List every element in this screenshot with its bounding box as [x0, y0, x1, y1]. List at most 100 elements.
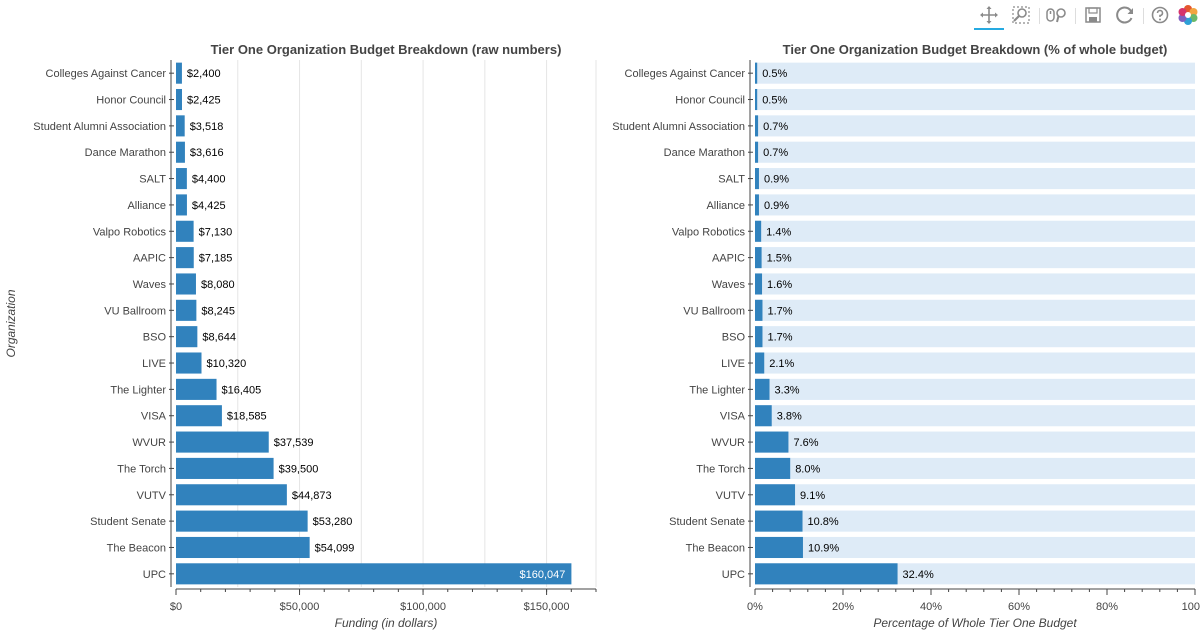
- data-label: $18,585: [227, 411, 267, 423]
- y-tick-label: Alliance: [706, 200, 745, 212]
- y-tick-label: Honor Council: [675, 95, 745, 107]
- x-tick-label: $100,000: [400, 601, 446, 613]
- bar-wvur: [755, 431, 789, 453]
- y-tick-label: AAPIC: [712, 253, 745, 265]
- y-tick-label: Student Senate: [669, 516, 745, 528]
- data-label: $2,425: [187, 95, 221, 107]
- box-zoom-tool-button[interactable]: [1006, 2, 1036, 28]
- data-label: 1.6%: [767, 279, 792, 291]
- bar-track-the-lighter: [755, 378, 1195, 400]
- y-tick-label: WVUR: [711, 437, 745, 449]
- data-label: $54,099: [315, 542, 355, 554]
- data-label: 1.7%: [767, 332, 792, 344]
- bar-upc: [176, 563, 572, 585]
- data-label: $8,245: [201, 305, 235, 317]
- data-label: 8.0%: [795, 463, 820, 475]
- data-label: 1.4%: [766, 226, 791, 238]
- y-tick-label: Alliance: [127, 200, 166, 212]
- y-tick-label: Waves: [133, 279, 167, 291]
- bar-visa: [176, 405, 222, 427]
- bar-track-bso: [755, 326, 1195, 348]
- bokeh-logo[interactable]: [1176, 2, 1200, 28]
- x-tick-label: 40%: [920, 601, 942, 613]
- data-label: $160,047: [520, 569, 566, 581]
- bar-visa: [755, 405, 772, 427]
- bar-waves: [755, 273, 763, 295]
- chart-1: Tier One Organization Budget Breakdown (…: [4, 42, 597, 630]
- bar-the-lighter: [176, 378, 217, 400]
- y-tick-label: VUTV: [137, 490, 167, 502]
- data-label: 0.9%: [764, 174, 789, 186]
- y-tick-label: The Beacon: [107, 542, 166, 554]
- bar-waves: [176, 273, 196, 295]
- bar-the-lighter: [755, 378, 770, 400]
- y-tick-label: VISA: [141, 411, 167, 423]
- bar-track-waves: [755, 273, 1195, 295]
- help-tool-button[interactable]: [1146, 2, 1174, 28]
- bar-honor-council: [176, 88, 182, 111]
- bar-honor-council: [755, 88, 758, 111]
- x-tick-label: $50,000: [280, 601, 320, 613]
- x-axis-label: Percentage of Whole Tier One Budget: [873, 616, 1077, 630]
- bar-track-vu-ballroom: [755, 299, 1195, 321]
- y-tick-label: UPC: [143, 569, 166, 581]
- pan-icon: [980, 6, 998, 24]
- bar-track-alliance: [755, 194, 1195, 216]
- data-label: 0.9%: [764, 200, 789, 212]
- bar-student-alumni-association: [176, 115, 185, 137]
- y-tick-label: VU Ballroom: [683, 305, 745, 317]
- y-tick-label: WVUR: [132, 437, 166, 449]
- bar-track-aapic: [755, 247, 1195, 269]
- y-tick-label: VISA: [720, 411, 746, 423]
- wheel-zoom-tool-button[interactable]: [1042, 2, 1072, 28]
- chart-2: Tier One Organization Budget Breakdown (…: [612, 42, 1200, 630]
- save-tool-button[interactable]: [1078, 2, 1108, 28]
- y-tick-label: Honor Council: [96, 95, 166, 107]
- data-label: $10,320: [206, 358, 246, 370]
- bar-salt: [176, 168, 187, 190]
- x-tick-label: 100: [1182, 601, 1200, 613]
- bar-track-visa: [755, 405, 1195, 427]
- bar-the-torch: [176, 457, 274, 479]
- y-tick-label: VUTV: [716, 490, 746, 502]
- data-label: 1.7%: [767, 305, 792, 317]
- data-label: 0.5%: [762, 68, 787, 80]
- bar-wvur: [176, 431, 269, 453]
- bokeh-logo-icon: [1178, 5, 1198, 25]
- data-label: 1.5%: [767, 253, 792, 265]
- toolbar: [972, 2, 1200, 30]
- x-tick-label: 0%: [747, 601, 763, 613]
- chart-title: Tier One Organization Budget Breakdown (…: [783, 42, 1168, 57]
- data-label: $7,130: [199, 226, 233, 238]
- bar-the-beacon: [755, 536, 803, 559]
- data-label: 3.8%: [777, 411, 802, 423]
- bar-track-dance-marathon: [755, 141, 1195, 163]
- bar-live: [176, 352, 202, 374]
- toolbar-separator: [1075, 8, 1076, 24]
- data-label: $53,280: [313, 516, 353, 528]
- pan-tool-button[interactable]: [974, 2, 1004, 30]
- y-tick-label: Dance Marathon: [664, 147, 745, 159]
- y-tick-label: UPC: [722, 569, 745, 581]
- data-label: $44,873: [292, 490, 332, 502]
- bar-vutv: [176, 484, 287, 506]
- bar-salt: [755, 168, 759, 190]
- y-tick-label: BSO: [143, 332, 167, 344]
- bar-track-salt: [755, 168, 1195, 190]
- reset-tool-button[interactable]: [1110, 2, 1140, 28]
- data-label: $8,644: [202, 332, 236, 344]
- y-tick-label: BSO: [722, 332, 746, 344]
- data-label: 7.6%: [793, 437, 818, 449]
- y-tick-label: The Beacon: [686, 542, 745, 554]
- data-label: $4,400: [192, 174, 226, 186]
- bar-the-torch: [755, 457, 791, 479]
- bar-colleges-against-cancer: [755, 62, 758, 84]
- bar-alliance: [755, 194, 759, 216]
- y-tick-label: AAPIC: [133, 253, 166, 265]
- y-tick-label: Student Alumni Association: [612, 121, 745, 133]
- data-label: 10.8%: [808, 516, 839, 528]
- bar-track-honor-council: [755, 88, 1195, 111]
- bar-student-senate: [176, 510, 308, 532]
- y-tick-label: The Lighter: [110, 384, 166, 396]
- help-icon: [1151, 6, 1169, 24]
